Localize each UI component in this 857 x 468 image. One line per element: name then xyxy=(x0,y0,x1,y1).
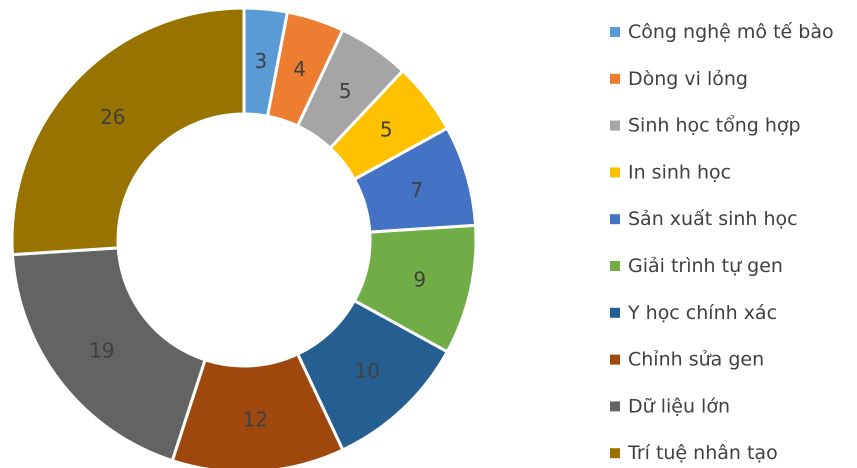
data-label-9: 19 xyxy=(89,338,114,362)
data-label-7: 10 xyxy=(354,359,379,383)
legend-label-10: Trí tuệ nhân tạo xyxy=(627,442,778,464)
legend-label-1: Công nghệ mô tế bào xyxy=(628,21,834,43)
donut-slices xyxy=(10,6,478,468)
legend-swatch-7 xyxy=(610,307,620,318)
legend-swatch-6 xyxy=(610,261,620,271)
legend-swatch-8 xyxy=(610,354,620,365)
legend-item-3: Sinh học tổng hợp xyxy=(610,115,801,137)
legend-swatch-5 xyxy=(610,214,620,225)
legend-label-3: Sinh học tổng hợp xyxy=(628,115,801,137)
legend-item-10: Trí tuệ nhân tạo xyxy=(610,442,778,464)
legend-swatch-1 xyxy=(610,27,620,37)
legend-label-6: Giải trình tự gen xyxy=(628,255,783,277)
donut-slice-10 xyxy=(10,6,246,257)
legend-item-6: Giải trình tự gen xyxy=(610,255,783,277)
donut-data-labels: 3 4 5 5 7 9 10 12 19 26 xyxy=(89,49,426,432)
chart-legend: Công nghệ mô tế bào Dòng vi lỏng Sinh học … xyxy=(610,21,834,464)
legend-item-1: Công nghệ mô tế bào xyxy=(610,21,834,43)
legend-label-8: Chỉnh sửa gen xyxy=(628,349,764,371)
legend-item-5: Sản xuất sinh học xyxy=(610,208,798,230)
legend-swatch-9 xyxy=(610,401,620,412)
legend-label-2: Dòng vi lỏng xyxy=(628,68,748,90)
data-label-2: 4 xyxy=(293,57,306,81)
legend-item-8: Chỉnh sửa gen xyxy=(610,349,764,371)
data-label-3: 5 xyxy=(339,79,352,103)
legend-label-9: Dữ liệu lớn xyxy=(628,395,730,417)
data-label-1: 3 xyxy=(255,49,268,73)
data-label-6: 9 xyxy=(413,267,426,291)
legend-swatch-3 xyxy=(610,120,620,131)
legend-item-4: In sinh học xyxy=(610,161,731,183)
data-label-8: 12 xyxy=(243,408,268,432)
legend-item-2: Dòng vi lỏng xyxy=(610,68,748,90)
legend-swatch-4 xyxy=(610,167,620,178)
legend-swatch-2 xyxy=(610,73,620,84)
legend-item-9: Dữ liệu lớn xyxy=(610,395,730,417)
legend-label-7: Y học chính xác xyxy=(627,302,777,324)
legend-label-5: Sản xuất sinh học xyxy=(628,208,798,230)
donut-slice-9 xyxy=(10,246,207,463)
legend-swatch-10 xyxy=(610,448,620,459)
data-label-4: 5 xyxy=(380,118,393,142)
data-label-10: 26 xyxy=(100,105,125,129)
legend-label-4: In sinh học xyxy=(628,161,731,183)
data-label-5: 7 xyxy=(411,178,424,202)
legend-item-7: Y học chính xác xyxy=(610,302,777,324)
